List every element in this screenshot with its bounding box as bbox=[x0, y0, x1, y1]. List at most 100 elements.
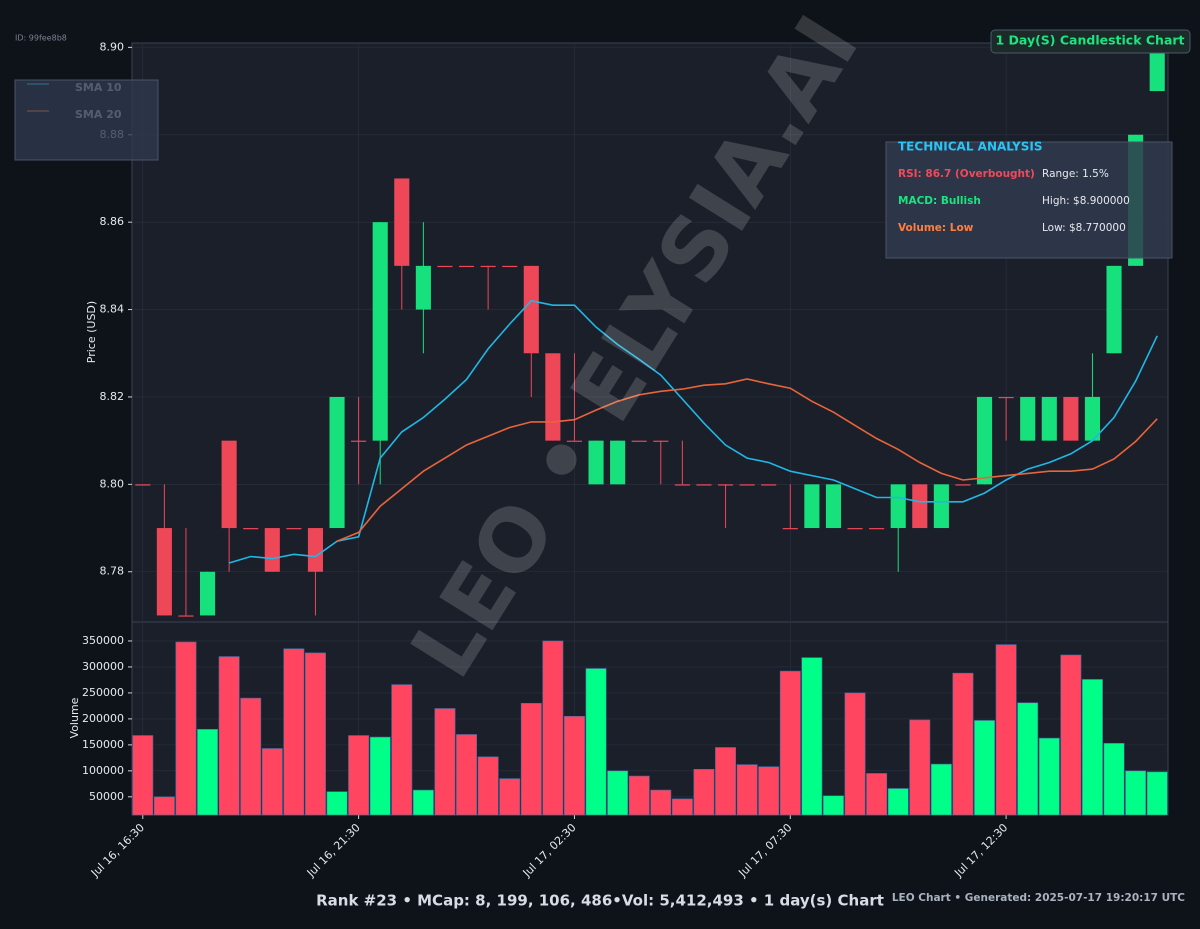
volume-bar bbox=[758, 766, 780, 816]
candle-body bbox=[1020, 396, 1036, 441]
candle-body bbox=[437, 265, 453, 268]
candle-body bbox=[480, 265, 496, 268]
candle-body bbox=[631, 440, 647, 442]
volume-bar bbox=[1038, 737, 1060, 816]
candle-body bbox=[955, 484, 971, 486]
footer: Rank #23 • MCap: 8, 199, 106, 486•Vol: 5… bbox=[316, 892, 884, 910]
volume-bar bbox=[477, 756, 499, 816]
price-panel bbox=[131, 42, 1169, 623]
sma-line bbox=[336, 378, 1158, 542]
candle-body bbox=[782, 528, 798, 530]
candle-body bbox=[825, 484, 842, 529]
y-tick-label: 8.90 bbox=[100, 40, 125, 53]
volume-bar bbox=[736, 764, 758, 816]
title-box bbox=[990, 29, 1191, 54]
candle-body bbox=[243, 528, 259, 530]
credit: LEO Chart • Generated: 2025-07-17 19:20:… bbox=[892, 892, 1185, 904]
candle-body bbox=[372, 222, 388, 441]
volume-bar bbox=[974, 720, 995, 816]
volume-bar bbox=[585, 668, 607, 816]
volume-bar bbox=[218, 656, 240, 816]
volume-bar bbox=[866, 773, 888, 816]
volume-bar bbox=[693, 768, 715, 816]
volume-bar bbox=[801, 657, 823, 816]
candle-body bbox=[739, 484, 755, 486]
candle-body bbox=[156, 528, 172, 616]
y-tick-label: 250000 bbox=[82, 686, 124, 699]
volume-bar bbox=[650, 789, 672, 816]
y-tick-label: 300000 bbox=[82, 660, 124, 673]
low: Low: $8.770000 bbox=[1042, 222, 1126, 234]
candle-body bbox=[610, 440, 626, 485]
candle-body bbox=[998, 396, 1014, 399]
volume-bar bbox=[348, 735, 370, 816]
candle-body bbox=[696, 484, 712, 486]
volume-bar bbox=[326, 791, 348, 816]
candle-body bbox=[761, 484, 777, 486]
candle-body bbox=[1106, 265, 1122, 354]
sma-line bbox=[228, 299, 1158, 564]
volume-bar bbox=[1146, 771, 1168, 816]
analysis-title: TECHNICAL ANALYSIS bbox=[898, 140, 1043, 154]
x-tick-label: Jul 16, 16:30 bbox=[88, 821, 147, 880]
volume-bar bbox=[542, 640, 564, 816]
y-tick-label: 8.78 bbox=[100, 565, 125, 578]
volume-bar bbox=[1082, 679, 1103, 816]
candle-body bbox=[545, 353, 561, 441]
volume-bar bbox=[952, 672, 974, 816]
rsi: RSI: 86.7 (Overbought) bbox=[898, 168, 1035, 180]
candle-body bbox=[329, 396, 345, 529]
candle-body bbox=[264, 528, 280, 572]
volume-bar bbox=[1017, 702, 1039, 816]
volume-bar bbox=[823, 795, 844, 816]
candle-body bbox=[674, 484, 690, 486]
range: Range: 1.5% bbox=[1042, 168, 1109, 180]
candle-body bbox=[717, 484, 734, 486]
volume-bar bbox=[715, 747, 736, 816]
candle-body bbox=[394, 178, 410, 266]
volume-bar bbox=[995, 644, 1017, 816]
y-axis-title: Price (USD) bbox=[85, 301, 98, 363]
volume-bar bbox=[671, 798, 693, 816]
y-tick-label: 8.86 bbox=[100, 215, 125, 228]
volume-bar bbox=[456, 734, 477, 816]
volume-status: Volume: Low bbox=[898, 222, 974, 234]
candle-body bbox=[221, 440, 237, 529]
candle-body bbox=[523, 265, 539, 354]
candle-body bbox=[1084, 396, 1101, 441]
volume-bar bbox=[909, 719, 931, 816]
volume-bar bbox=[412, 789, 434, 816]
volume-bar bbox=[1125, 770, 1147, 816]
x-tick-label: Jul 17, 12:30 bbox=[951, 821, 1010, 880]
volume-bar bbox=[844, 692, 866, 816]
volume-bar bbox=[369, 736, 391, 816]
candle-body bbox=[502, 265, 518, 268]
volume-bar bbox=[628, 775, 650, 816]
candle-body bbox=[912, 484, 928, 529]
candle-body bbox=[1063, 396, 1079, 441]
y-tick-label: 100000 bbox=[82, 764, 124, 777]
candle-body bbox=[458, 265, 475, 268]
candle-body bbox=[869, 528, 885, 530]
volume-bar bbox=[607, 770, 629, 816]
candle-body bbox=[588, 440, 604, 485]
volume-bar bbox=[132, 735, 154, 816]
analysis-box: TECHNICAL ANALYSIS RSI: 86.7 (Overbought… bbox=[885, 140, 1173, 259]
candle-body bbox=[286, 528, 302, 530]
candle-body bbox=[135, 484, 151, 486]
candle-body bbox=[933, 484, 949, 529]
x-tick-label: Jul 17, 02:30 bbox=[520, 821, 579, 880]
volume-bar bbox=[434, 708, 456, 816]
y-tick-label: 50000 bbox=[89, 790, 124, 803]
chart-id: ID: 99fee8b8 bbox=[15, 34, 67, 43]
candle-body bbox=[178, 615, 194, 617]
candle-body bbox=[890, 484, 906, 529]
volume-bar bbox=[499, 778, 521, 816]
legend bbox=[14, 79, 159, 161]
volume-bar bbox=[779, 670, 801, 816]
volume-bar bbox=[197, 728, 218, 816]
candle-body bbox=[847, 528, 863, 530]
candle-body bbox=[1149, 47, 1165, 92]
macd: MACD: Bullish bbox=[898, 195, 981, 207]
